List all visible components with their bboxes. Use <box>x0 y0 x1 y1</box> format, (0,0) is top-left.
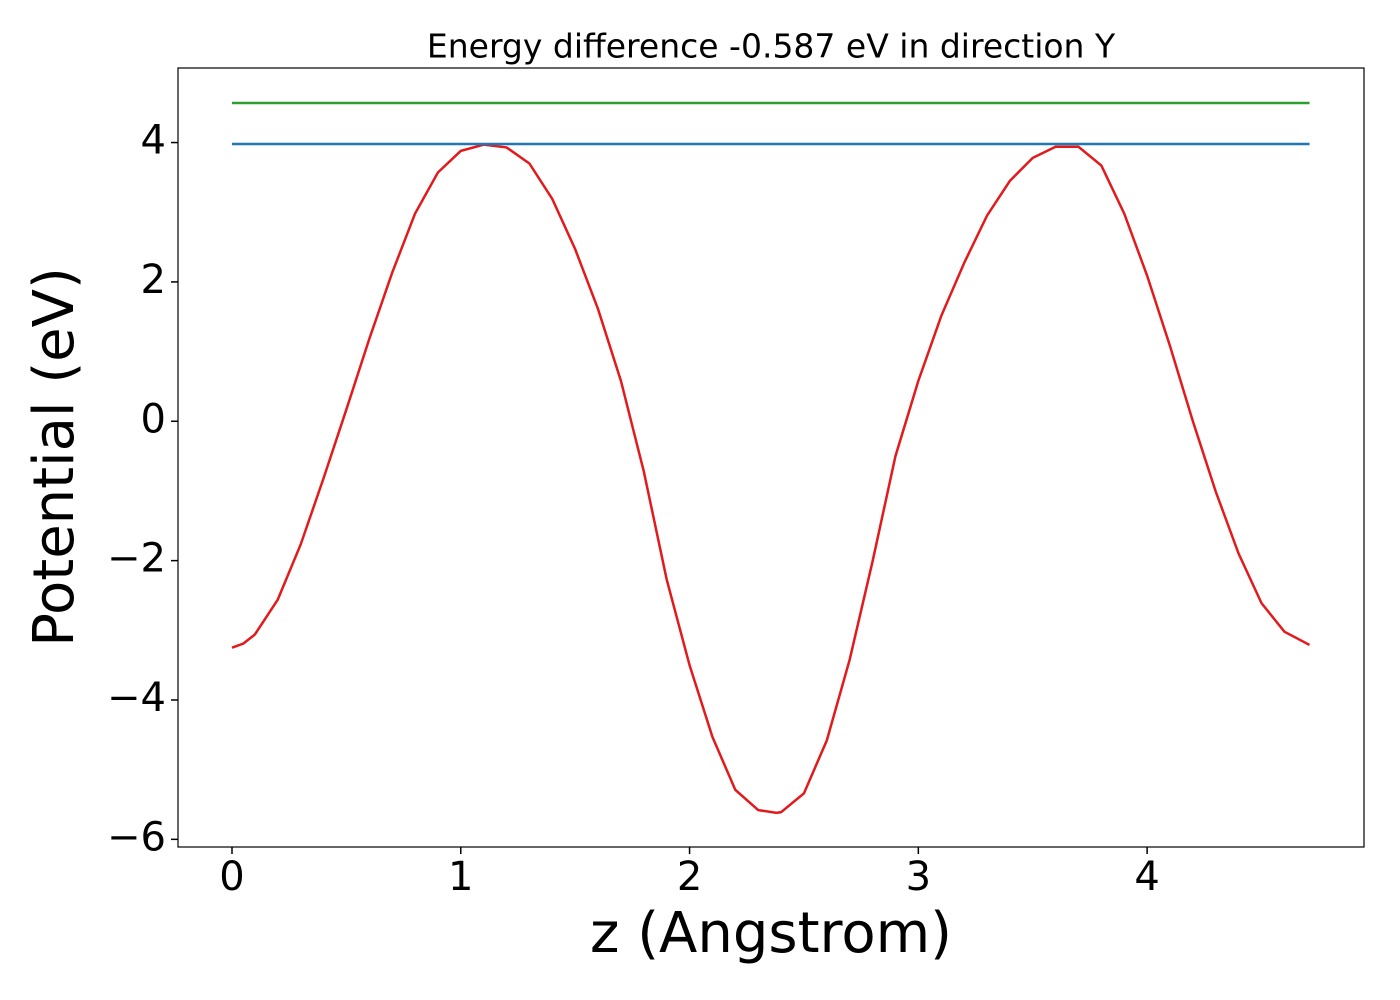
x-tick-label: 2 <box>677 854 702 900</box>
y-tick-label: −2 <box>107 536 166 582</box>
y-axis-label: Potential (eV) <box>22 267 87 647</box>
y-tick-label: −4 <box>107 675 166 721</box>
y-tick-label: 0 <box>141 396 166 442</box>
y-tick-label: 2 <box>141 257 166 303</box>
x-tick-label: 1 <box>448 854 473 900</box>
x-axis-label: z (Angstrom) <box>590 901 952 966</box>
y-tick-label: 4 <box>141 118 166 164</box>
x-tick-label: 4 <box>1134 854 1159 900</box>
chart-title: Energy difference -0.587 eV in direction… <box>427 27 1116 66</box>
line <box>231 143 1311 815</box>
x-tick-label: 0 <box>219 854 244 900</box>
plot-frame <box>177 67 1365 848</box>
x-tick-label: 3 <box>906 854 931 900</box>
y-tick-label: −6 <box>107 814 166 860</box>
